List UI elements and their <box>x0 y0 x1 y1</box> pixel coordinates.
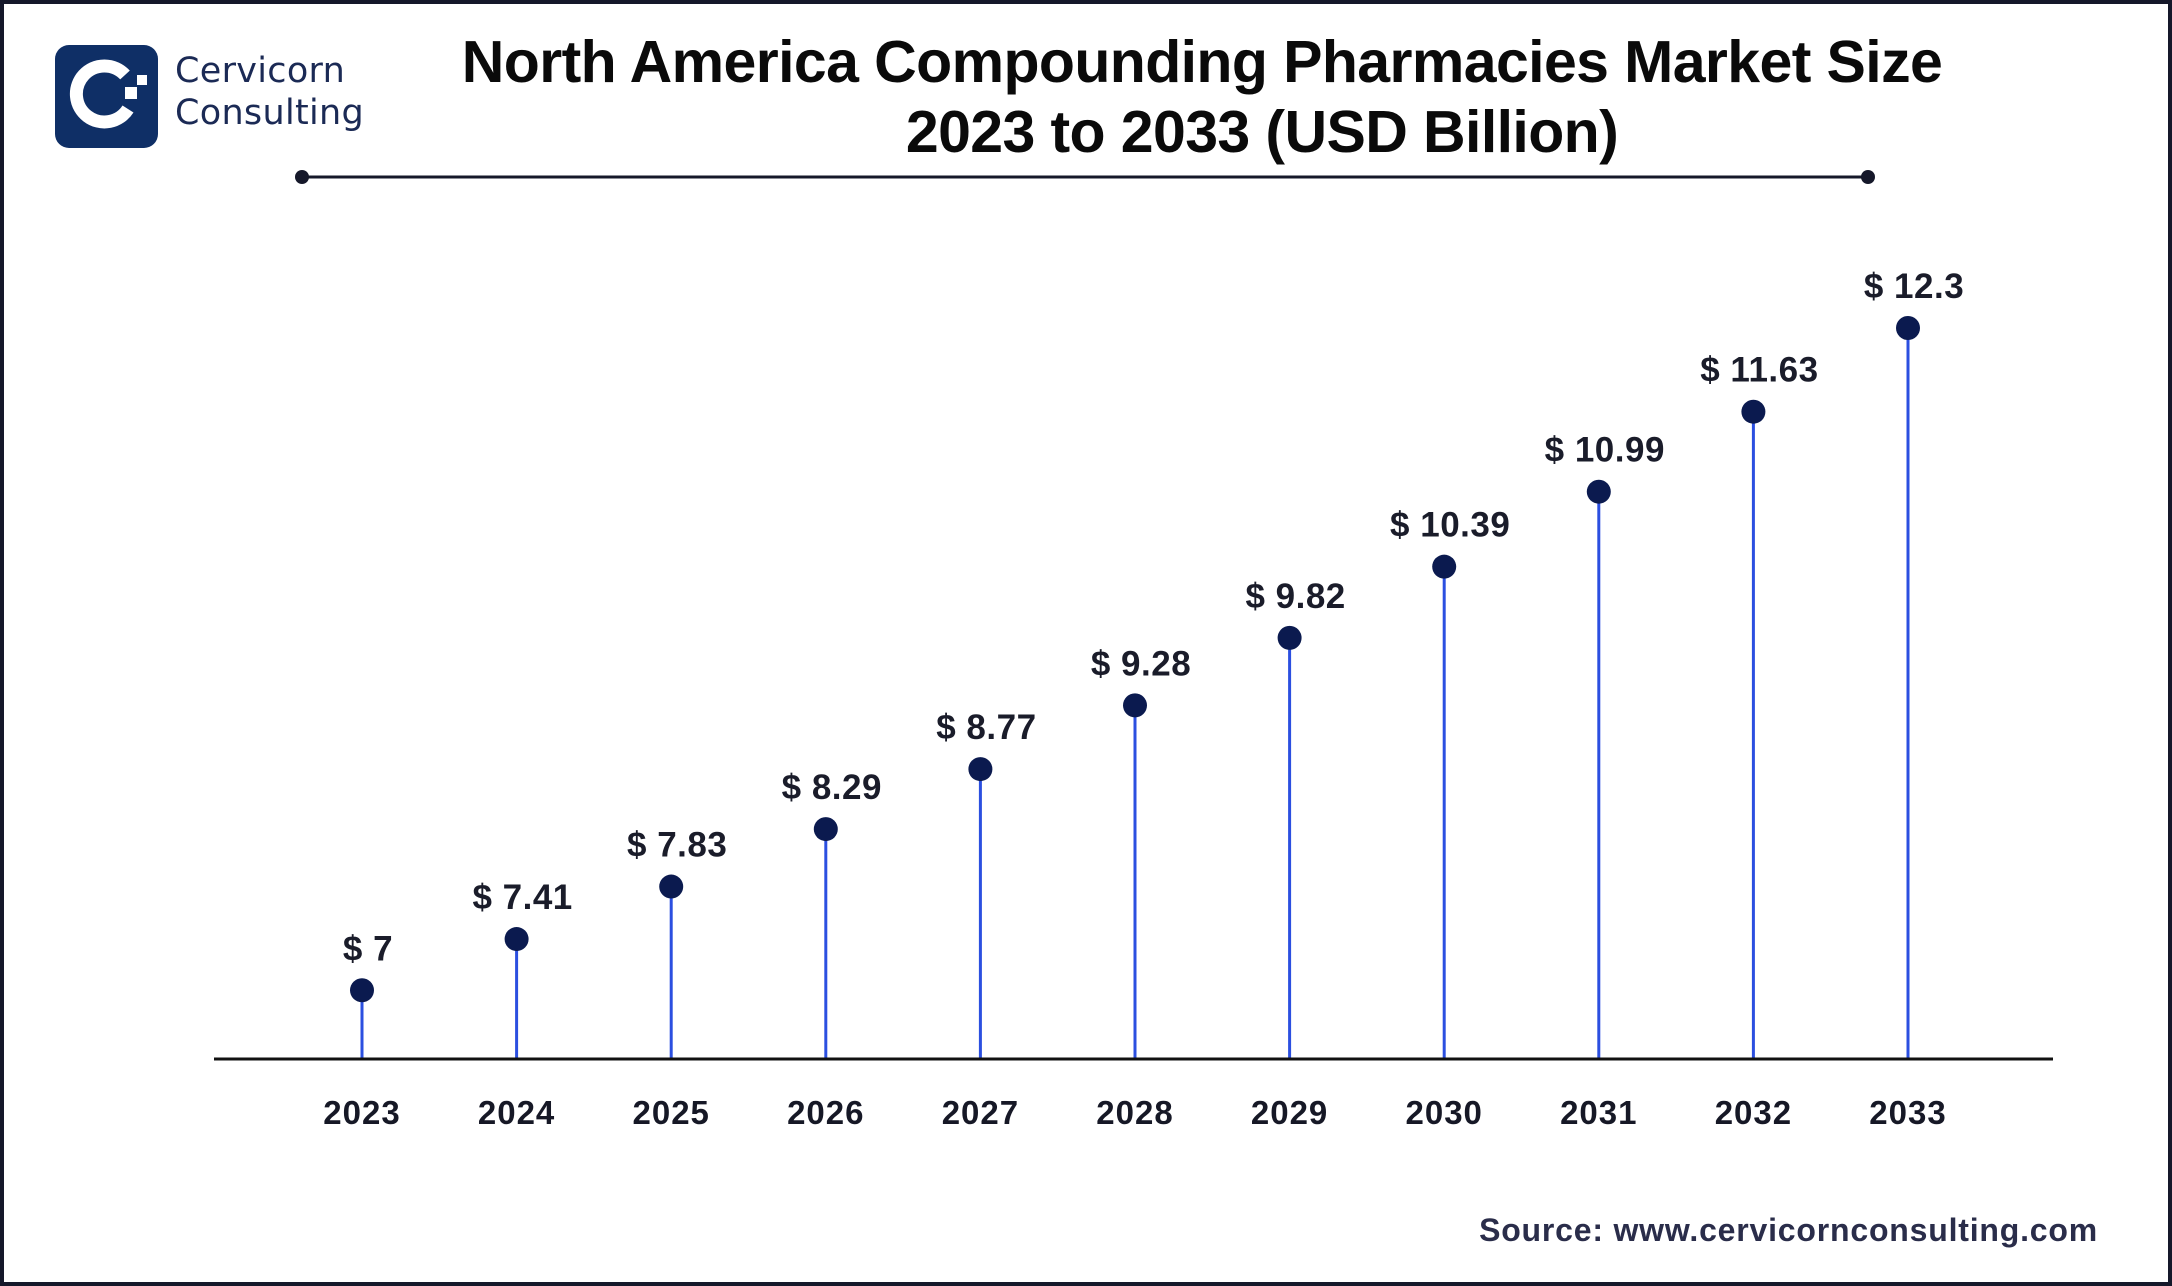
value-label-2024: $ 7.41 <box>472 878 572 917</box>
cervicorn-logo-icon <box>55 45 158 148</box>
x-tick-label-2030: 2030 <box>1405 1094 1482 1131</box>
brand-name: Cervicorn Consulting <box>175 50 364 134</box>
data-point-2027 <box>968 757 993 782</box>
stems-layer <box>360 328 1910 1059</box>
value-label-2030: $ 10.39 <box>1390 506 1510 545</box>
x-tick-label-2025: 2025 <box>632 1094 709 1131</box>
value-label-2023: $ 7 <box>343 929 393 968</box>
logo-c-mark <box>69 59 147 129</box>
data-point-2030 <box>1432 554 1457 579</box>
x-tick-label-2026: 2026 <box>787 1094 864 1131</box>
x-tick-label-2032: 2032 <box>1715 1094 1792 1131</box>
source-credit: Source: www.cervicornconsulting.com <box>1479 1212 2098 1248</box>
value-label-2033: $ 12.3 <box>1864 267 1964 306</box>
x-tick-label-2024: 2024 <box>478 1094 555 1131</box>
value-label-2029: $ 9.82 <box>1245 577 1345 616</box>
data-point-2032 <box>1741 399 1766 424</box>
x-tick-label-2028: 2028 <box>1096 1094 1173 1131</box>
value-labels-layer: $ 7 $ 7.41 $ 7.83 $ 8.29 $ 8.77 $ 9.28 $ 9.82 $… <box>343 267 1964 968</box>
value-label-2026: $ 8.29 <box>782 768 882 807</box>
brand-name-line2: Consulting <box>175 93 365 133</box>
data-point-2026 <box>813 817 838 842</box>
chart-title-line2: 2023 to 2033 (USD Billion) <box>905 99 1619 165</box>
x-tick-label-2027: 2027 <box>942 1094 1019 1131</box>
x-tick-label-2033: 2033 <box>1869 1094 1946 1131</box>
title-divider-dot-right <box>1861 170 1875 184</box>
x-tick-label-2031: 2031 <box>1560 1094 1637 1131</box>
data-point-2033 <box>1896 316 1920 340</box>
data-point-2031 <box>1586 479 1611 504</box>
value-label-2032: $ 11.63 <box>1700 351 1818 390</box>
brand-name-line1: Cervicorn <box>175 51 346 91</box>
data-point-2024 <box>504 927 529 952</box>
x-tick-label-2029: 2029 <box>1251 1094 1328 1131</box>
value-label-2028: $ 9.28 <box>1091 644 1191 683</box>
title-divider-dot-left <box>295 170 309 184</box>
dots-layer <box>350 316 1920 1003</box>
value-label-2025: $ 7.83 <box>627 826 727 865</box>
data-point-2025 <box>659 874 684 899</box>
value-label-2031: $ 10.99 <box>1545 431 1665 470</box>
title-divider <box>295 170 1875 184</box>
data-point-2029 <box>1277 625 1302 650</box>
x-tick-labels-layer: 2023 2024 2025 2026 2027 2028 2029 2030 2031 2032… <box>323 1094 1946 1131</box>
x-tick-label-2023: 2023 <box>323 1094 400 1131</box>
data-point-2028 <box>1123 693 1147 718</box>
chart-title-line1: North America Compounding Pharmacies Mar… <box>461 29 1943 95</box>
data-point-2023 <box>350 978 374 1003</box>
value-label-2027: $ 8.77 <box>936 708 1036 747</box>
